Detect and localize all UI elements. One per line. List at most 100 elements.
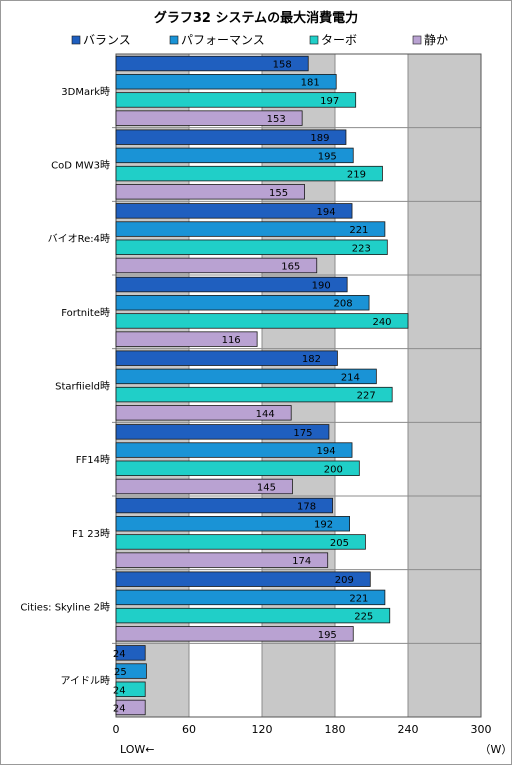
value-label: 24 <box>113 685 126 696</box>
legend-label: パフォーマンス <box>181 33 265 47</box>
bar <box>115 221 386 237</box>
value-label: 197 <box>320 96 339 107</box>
bar <box>115 368 377 385</box>
bar <box>115 626 354 642</box>
bar <box>115 313 409 329</box>
category-label: バイオRe:4時 <box>48 233 110 245</box>
value-label: 209 <box>335 575 354 586</box>
bar <box>115 645 146 661</box>
value-label: 194 <box>316 207 335 218</box>
bar <box>115 239 388 255</box>
bar <box>115 74 337 90</box>
bar <box>115 589 386 606</box>
value-label: 175 <box>293 428 312 439</box>
legend: バランス パフォーマンス ターボ 静か <box>71 33 448 47</box>
category-label: アイドル時 <box>61 675 111 687</box>
bar <box>115 478 293 495</box>
bar <box>115 681 146 697</box>
bar <box>115 386 393 403</box>
bar <box>115 552 329 568</box>
plot-area <box>112 53 482 718</box>
bar <box>115 497 333 514</box>
bar <box>115 147 354 164</box>
value-label: 174 <box>292 556 311 567</box>
tick-label: 0 <box>113 723 120 736</box>
legend-swatch <box>71 35 81 45</box>
value-label: 221 <box>349 225 368 236</box>
legend-label: ターボ <box>321 33 357 47</box>
value-label: 181 <box>301 78 320 89</box>
bar <box>115 534 366 550</box>
bar <box>115 405 292 421</box>
value-label: 195 <box>318 630 337 641</box>
category-label: F1 23時 <box>72 528 110 540</box>
legend-label: バランス <box>83 33 131 47</box>
bar <box>115 257 318 274</box>
bar <box>115 516 351 532</box>
value-label: 227 <box>357 391 376 402</box>
category-label: Cities: Skyline 2時 <box>20 602 110 614</box>
grid-band <box>262 54 335 717</box>
tick-label: 240 <box>398 723 419 736</box>
value-axis: 0 60 120 180 240 300 <box>113 723 492 736</box>
tick-label: 120 <box>252 723 273 736</box>
bar <box>115 203 353 219</box>
bar <box>115 184 305 200</box>
value-label: 24 <box>113 649 126 660</box>
bar <box>115 424 330 440</box>
value-label: 205 <box>330 538 349 549</box>
category-label: Starfiield時 <box>55 381 110 393</box>
category-label: FF14時 <box>76 454 110 466</box>
bar <box>115 571 371 587</box>
tick-label: 180 <box>325 723 346 736</box>
low-note: LOW← <box>120 743 155 756</box>
bar <box>115 276 348 293</box>
bar <box>115 110 303 126</box>
grid-band <box>335 54 408 717</box>
value-label: 221 <box>349 593 368 604</box>
value-label: 192 <box>314 520 333 531</box>
category-label: 3DMark時 <box>61 86 110 98</box>
bar <box>115 663 147 679</box>
value-label: 165 <box>281 261 300 272</box>
value-label: 144 <box>256 409 275 420</box>
value-label: 208 <box>334 299 353 310</box>
value-label: 200 <box>324 464 343 475</box>
bar <box>115 55 309 72</box>
category-label: Fortnite時 <box>61 307 110 319</box>
value-label: 194 <box>316 446 335 457</box>
value-label: 116 <box>222 335 241 346</box>
tick-label: 60 <box>182 723 196 736</box>
bar <box>115 350 338 366</box>
bar <box>115 295 370 311</box>
grid-band <box>408 54 481 717</box>
bar <box>115 699 146 716</box>
tick-label: 300 <box>471 723 492 736</box>
value-label: 219 <box>347 170 366 181</box>
value-label: 155 <box>269 188 288 199</box>
category-label: CoD MW3時 <box>51 160 110 172</box>
bars: 1581811971531891952191551942212231651902… <box>113 55 409 716</box>
legend-swatch <box>169 35 179 45</box>
bar <box>115 92 357 108</box>
bar <box>115 607 391 624</box>
legend-label: 静か <box>424 33 448 47</box>
value-label: 182 <box>302 354 321 365</box>
value-label: 25 <box>114 667 127 678</box>
value-label: 190 <box>312 281 331 292</box>
value-label: 24 <box>113 703 126 714</box>
value-label: 225 <box>354 612 373 623</box>
unit-label: （W） <box>480 743 512 756</box>
value-label: 158 <box>273 60 292 71</box>
bar <box>115 165 383 182</box>
plot-border <box>115 53 482 718</box>
chart-title: グラフ32 システムの最大消費電力 <box>154 10 358 26</box>
value-label: 153 <box>267 114 286 125</box>
value-label: 223 <box>352 243 371 254</box>
bar <box>115 331 258 347</box>
legend-swatch <box>309 35 319 45</box>
value-label: 195 <box>318 151 337 162</box>
